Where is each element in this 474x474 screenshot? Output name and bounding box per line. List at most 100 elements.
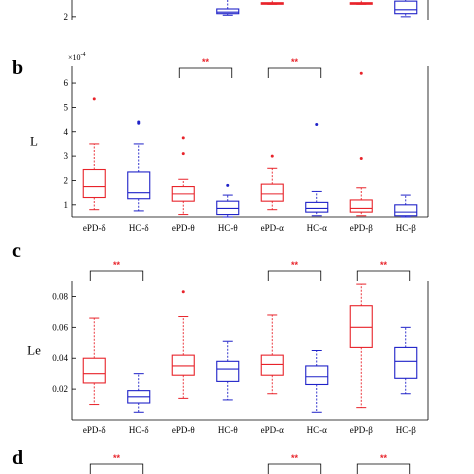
category-label: ePD-θ <box>172 425 195 435</box>
outlier-point <box>92 97 96 101</box>
significance-bracket <box>89 463 144 474</box>
outlier-point <box>181 136 185 140</box>
box-iqr <box>394 346 418 379</box>
box-iqr <box>260 354 284 376</box>
box-iqr <box>216 360 240 382</box>
panel-letter: b <box>12 57 23 79</box>
y-axis-exponent: ×10-4 <box>68 52 86 62</box>
category-label: HC-α <box>307 425 327 435</box>
box-ePD-β <box>349 0 373 5</box>
category-label: ePD-α <box>261 223 284 233</box>
box-iqr <box>171 354 195 376</box>
panel-b: b ** ** 1 2 3 4 5 6 L ×10-4 ePD-δ HC-δ ePD-θ HC-θ ePD-α… <box>12 52 429 233</box>
box-iqr <box>305 201 329 213</box>
box-iqr <box>349 305 373 348</box>
category-label: HC-θ <box>218 223 238 233</box>
category-label: HC-β <box>396 223 416 233</box>
box-iqr <box>394 204 418 217</box>
significance-label: ** <box>202 57 210 67</box>
box-ePD-β <box>349 71 373 217</box>
box-HC-β <box>394 194 418 218</box>
significance-bracket <box>267 463 322 474</box>
y-tick-label: 0.02 <box>52 384 68 394</box>
box-ePD-δ <box>82 317 106 406</box>
outlier-point <box>359 157 363 161</box>
significance-bracket <box>267 67 322 78</box>
y-tick-label: 3 <box>64 151 69 161</box>
y-axis-label: L <box>30 134 38 149</box>
category-label: ePD-δ <box>83 223 106 233</box>
box-HC-α <box>305 122 329 217</box>
panel-a: 2 <box>64 0 429 22</box>
category-label: HC-θ <box>218 425 238 435</box>
category-label: ePD-θ <box>172 223 195 233</box>
category-label: HC-β <box>396 425 416 435</box>
box-ePD-θ <box>171 136 195 216</box>
box-ePD-α <box>260 0 284 5</box>
category-label: HC-α <box>307 223 327 233</box>
box-iqr <box>216 8 240 15</box>
y-tick-label: 0.06 <box>52 322 68 332</box>
y-axis-label: Le <box>27 343 41 358</box>
box-iqr <box>260 183 284 202</box>
outlier-point <box>270 154 274 158</box>
y-axis-exponent-power: -4 <box>81 52 86 58</box>
box-iqr <box>349 199 373 213</box>
category-label: HC-δ <box>129 425 149 435</box>
outlier-point <box>181 290 185 294</box>
significance-label: ** <box>113 453 121 463</box>
panel-c: c ** ** ** 0.02 0.04 0.06 0.08 Le ePD-δ HC-δ ePD-θ H… <box>12 240 429 435</box>
box-iqr <box>394 0 418 15</box>
significance-label: ** <box>113 260 121 270</box>
category-label: ePD-β <box>350 425 373 435</box>
box-HC-β <box>394 326 418 395</box>
box-HC-δ <box>127 120 151 212</box>
box-HC-δ <box>127 373 151 413</box>
significance-bracket <box>89 270 144 281</box>
box-ePD-θ <box>171 290 195 399</box>
box-HC-θ <box>216 0 240 16</box>
significance-label: ** <box>291 260 299 270</box>
box-ePD-α <box>260 154 284 211</box>
box-ePD-δ <box>82 97 106 211</box>
y-tick-label: 0.04 <box>52 353 68 363</box>
significance-bracket <box>356 270 411 281</box>
y-tick-label: 4 <box>64 127 69 137</box>
category-label: HC-δ <box>129 223 149 233</box>
category-label: ePD-β <box>350 223 373 233</box>
category-label: ePD-α <box>261 425 284 435</box>
significance-label: ** <box>380 260 388 270</box>
outlier-point <box>226 183 230 187</box>
y-tick-label: 1 <box>64 200 69 210</box>
significance-label: ** <box>380 453 388 463</box>
box-iqr <box>82 168 106 199</box>
outlier-point <box>137 120 141 124</box>
outlier-point <box>359 71 363 75</box>
category-label: ePD-δ <box>83 425 106 435</box>
box-HC-α <box>305 350 329 413</box>
box-iqr <box>127 171 151 200</box>
y-tick-label: 5 <box>64 102 69 112</box>
box-HC-θ <box>216 340 240 401</box>
panel-d: d ** ** ** <box>12 447 411 474</box>
y-tick-label: 0.08 <box>52 291 68 301</box>
box-HC-β <box>394 0 418 18</box>
box-iqr <box>305 365 329 386</box>
box-HC-θ <box>216 183 240 218</box>
y-tick-label: 6 <box>64 78 69 88</box>
outlier-point <box>181 152 185 156</box>
significance-bracket <box>178 67 233 78</box>
box-ePD-α <box>260 314 284 395</box>
panel-letter: d <box>12 447 23 469</box>
outlier-point <box>315 122 319 126</box>
panel-letter: c <box>12 240 21 262</box>
significance-label: ** <box>291 57 299 67</box>
significance-bracket <box>267 270 322 281</box>
significance-label: ** <box>291 453 299 463</box>
box-iqr <box>82 357 106 384</box>
y-tick-label: 2 <box>64 12 69 22</box>
y-tick-label: 2 <box>64 175 69 185</box>
box-iqr <box>216 200 240 216</box>
significance-bracket <box>356 463 411 474</box>
